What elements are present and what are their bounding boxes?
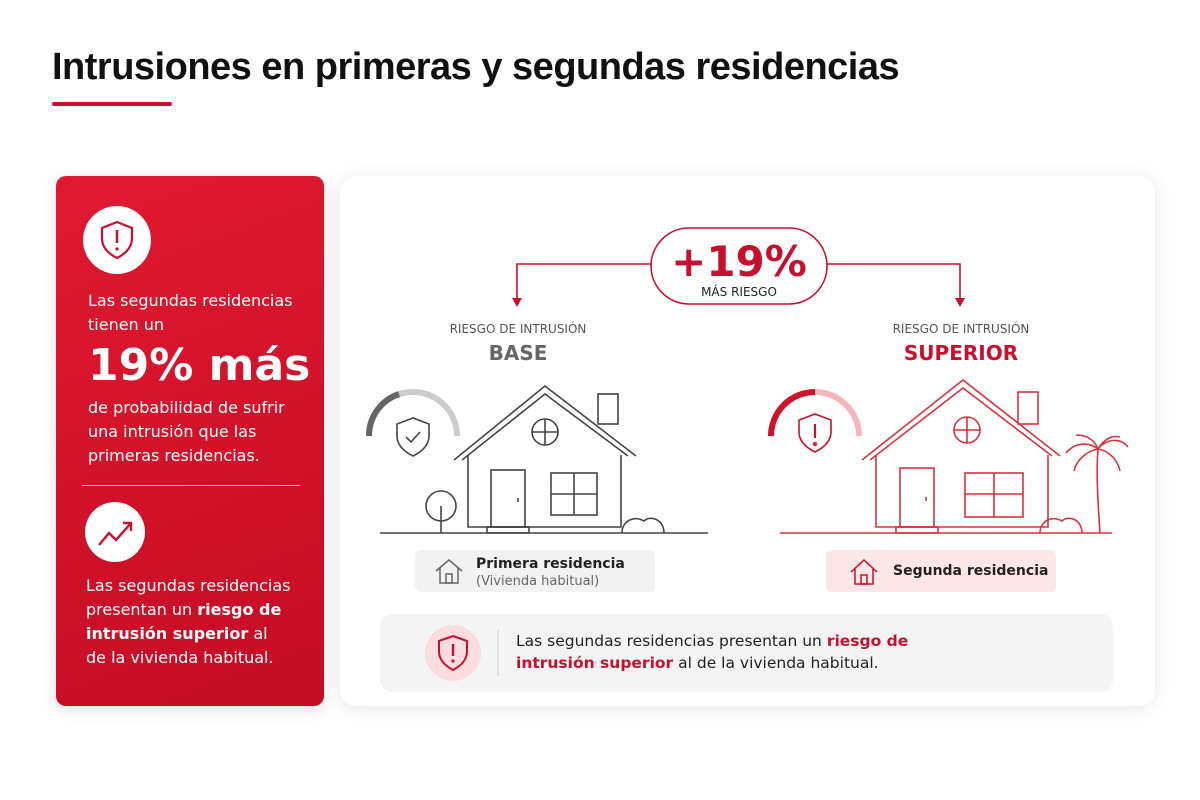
- house-base: [365, 384, 708, 534]
- house-superior: [768, 378, 1129, 534]
- sidebar-body: de probabilidad de sufrir una intrusión …: [88, 398, 285, 465]
- badge-value: +19%: [671, 237, 807, 286]
- risk-level: BASE: [488, 341, 548, 365]
- home-icon: [435, 559, 463, 584]
- page-title: Intrusiones en primeras y segundas resid…: [52, 46, 900, 88]
- sidebar-intro: Las segundas residencias tienen un: [88, 291, 293, 334]
- footer-box: [380, 614, 1113, 692]
- home-icon: [850, 558, 878, 585]
- sidebar-divider: [82, 485, 300, 486]
- house-detail: (Vivienda habitual): [476, 574, 600, 589]
- sidebar-highlight: 19% más: [88, 340, 311, 391]
- note-text: Las segundas residencias presentan un: [86, 576, 291, 619]
- alert-icon: [425, 625, 499, 681]
- note-emphasis: riesgo de intrusión superior: [86, 600, 282, 643]
- shield-icon: [83, 206, 151, 274]
- trend-icon: [85, 502, 145, 562]
- footer-segment: Las segundas residencias presentan un: [516, 632, 822, 650]
- footer-text: Las segundas residencias presentan un ri…: [516, 630, 956, 674]
- label-box: [415, 550, 655, 592]
- house-name: Segunda residencia: [893, 563, 1049, 579]
- title-underline: [52, 102, 172, 106]
- sidebar-note: Las segundas residencias presentan un ri…: [86, 574, 291, 670]
- risk-level: SUPERIOR: [903, 341, 1019, 365]
- risk-caption: RIESGO DE INTRUSIÓN: [449, 322, 587, 336]
- footer-segment: al de la vivienda habitual.: [678, 654, 879, 672]
- label-box: [826, 550, 1056, 592]
- risk-caption: RIESGO DE INTRUSIÓN: [892, 322, 1030, 336]
- badge-label: MÁS RIESGO: [701, 284, 777, 299]
- badge-connector: [512, 227, 965, 307]
- note-text: al de la vivienda habitual.: [86, 624, 274, 667]
- house-name: Primera residencia: [476, 556, 625, 572]
- footer-emphasis: riesgo de intrusión superior: [516, 632, 909, 672]
